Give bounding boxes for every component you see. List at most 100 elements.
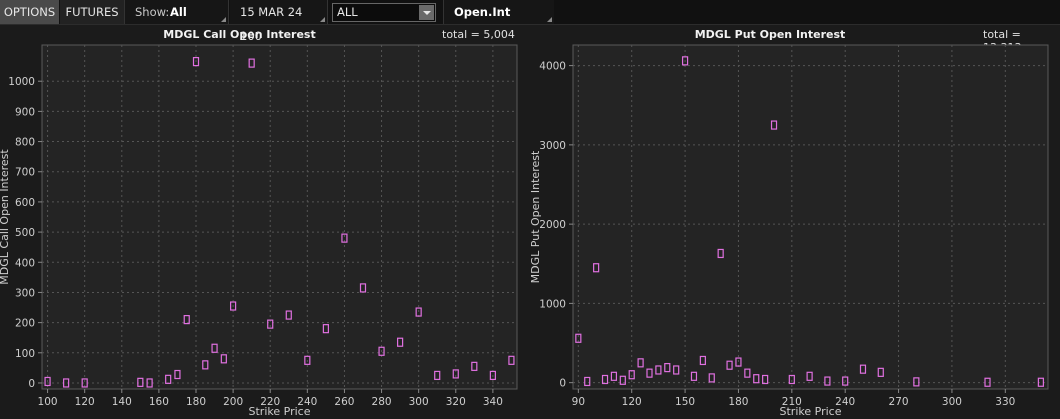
call-y-tick-label: 200 <box>15 318 35 330</box>
put-x-tick-label: 120 <box>622 396 642 408</box>
put-data-point <box>601 374 609 385</box>
put-y-tick-label: 4000 <box>539 61 566 73</box>
call-data-point <box>471 361 478 371</box>
call-y-tick-label: 800 <box>15 137 35 149</box>
tab-futures[interactable]: FUTURES <box>60 0 125 24</box>
put-x-tick-label: 240 <box>835 396 855 408</box>
call-data-point <box>44 376 51 387</box>
put-data-point <box>842 376 849 386</box>
put-data-point <box>806 371 813 381</box>
call-data-point <box>248 58 255 68</box>
call-x-tick-label: 100 <box>38 396 58 408</box>
put-x-tick-label: 270 <box>889 396 909 408</box>
put-y-axis-label: MDGL Put Open Interest <box>529 150 542 283</box>
call-data-point <box>183 314 190 325</box>
put-x-tick-label: 330 <box>995 396 1015 408</box>
expiration-value: 15 MAR 24 100 <box>240 5 303 43</box>
put-data-point <box>646 368 653 378</box>
put-data-point <box>593 263 600 273</box>
put-data-point <box>762 374 769 385</box>
put-data-point <box>753 374 760 384</box>
dropdown-corner-icon <box>221 17 226 22</box>
put-x-axis-label: Strike Price <box>780 405 842 418</box>
metric-selector[interactable]: Open.Int <box>443 0 554 24</box>
expiration-selector[interactable]: 15 MAR 24 100 <box>230 0 328 43</box>
put-data-point <box>610 371 618 381</box>
call-x-tick-label: 180 <box>186 396 206 408</box>
call-data-point <box>304 355 311 365</box>
call-x-tick-label: 120 <box>75 396 95 408</box>
put-data-point <box>655 365 662 375</box>
call-data-point <box>508 355 515 365</box>
put-x-tick-label: 300 <box>942 396 962 408</box>
call-x-tick-label: 280 <box>372 396 392 408</box>
call-data-point <box>359 283 367 293</box>
call-plot-area <box>41 44 518 390</box>
put-data-point <box>984 377 991 387</box>
call-chart-title: MDGL Call Open Interest <box>163 28 316 41</box>
put-data-point <box>877 367 884 377</box>
put-data-point <box>628 370 635 380</box>
put-plot-area <box>572 44 1049 390</box>
call-data-point <box>434 370 441 381</box>
call-data-point <box>378 346 385 356</box>
chevron-down-icon[interactable] <box>419 5 434 20</box>
put-data-point <box>681 56 689 66</box>
call-data-point <box>220 354 227 364</box>
tab-options[interactable]: OPTIONS <box>0 0 59 24</box>
show-filter[interactable]: Show: All <box>125 0 229 24</box>
filter-select-value: ALL <box>337 5 358 19</box>
call-data-point <box>63 378 70 388</box>
call-data-point <box>146 378 153 388</box>
toolbar: OPTIONS FUTURES Show: All 15 MAR 24 100 … <box>0 0 1060 43</box>
call-x-tick-label: 160 <box>149 396 169 408</box>
put-x-tick-label: 210 <box>782 396 802 408</box>
call-data-point <box>341 233 348 243</box>
call-data-point <box>137 377 144 387</box>
show-label: Show: <box>135 5 170 19</box>
put-data-point <box>859 364 867 374</box>
put-data-point <box>690 371 698 381</box>
call-y-tick-label: 700 <box>15 167 35 179</box>
put-data-point <box>584 376 591 387</box>
put-data-point <box>788 374 795 385</box>
call-y-axis-label: MDGL Call Open Interest <box>0 149 11 285</box>
call-data-point <box>452 369 459 379</box>
call-x-tick-label: 200 <box>223 396 243 408</box>
put-data-point <box>637 358 644 368</box>
put-data-point <box>708 373 715 383</box>
call-data-point <box>174 369 181 380</box>
call-data-point <box>202 360 209 370</box>
call-data-point <box>397 337 404 347</box>
call-y-tick-label: 300 <box>15 287 35 299</box>
call-y-tick-label: 1000 <box>8 76 35 88</box>
call-x-axis-label: Strike Price <box>249 405 311 418</box>
put-data-point <box>770 120 778 130</box>
put-data-point <box>1037 377 1044 387</box>
call-x-tick-label: 240 <box>297 396 317 408</box>
call-x-tick-label: 140 <box>112 396 132 408</box>
put-data-point <box>744 368 751 378</box>
call-x-tick-label: 260 <box>334 396 354 408</box>
call-chart-total: total = 5,004 <box>442 28 515 41</box>
filter-select[interactable]: ALL <box>332 3 436 22</box>
call-data-point <box>415 307 422 317</box>
call-x-tick-label: 300 <box>409 396 429 408</box>
call-y-tick-label: 500 <box>15 227 35 239</box>
dropdown-corner-icon <box>547 17 552 22</box>
call-x-tick-label: 340 <box>483 396 503 408</box>
put-data-point <box>726 360 733 370</box>
put-y-tick-label: 1000 <box>539 298 566 310</box>
call-data-point <box>489 370 496 381</box>
put-data-point <box>664 362 671 373</box>
put-x-tick-label: 150 <box>675 396 695 408</box>
call-x-tick-label: 220 <box>260 396 280 408</box>
put-data-point <box>673 365 680 375</box>
show-value: All <box>170 5 187 19</box>
put-y-tick-label: 0 <box>559 378 566 390</box>
call-data-point <box>267 319 274 329</box>
call-data-point <box>165 374 172 384</box>
call-y-tick-label: 100 <box>15 348 35 360</box>
call-data-point <box>322 324 329 334</box>
